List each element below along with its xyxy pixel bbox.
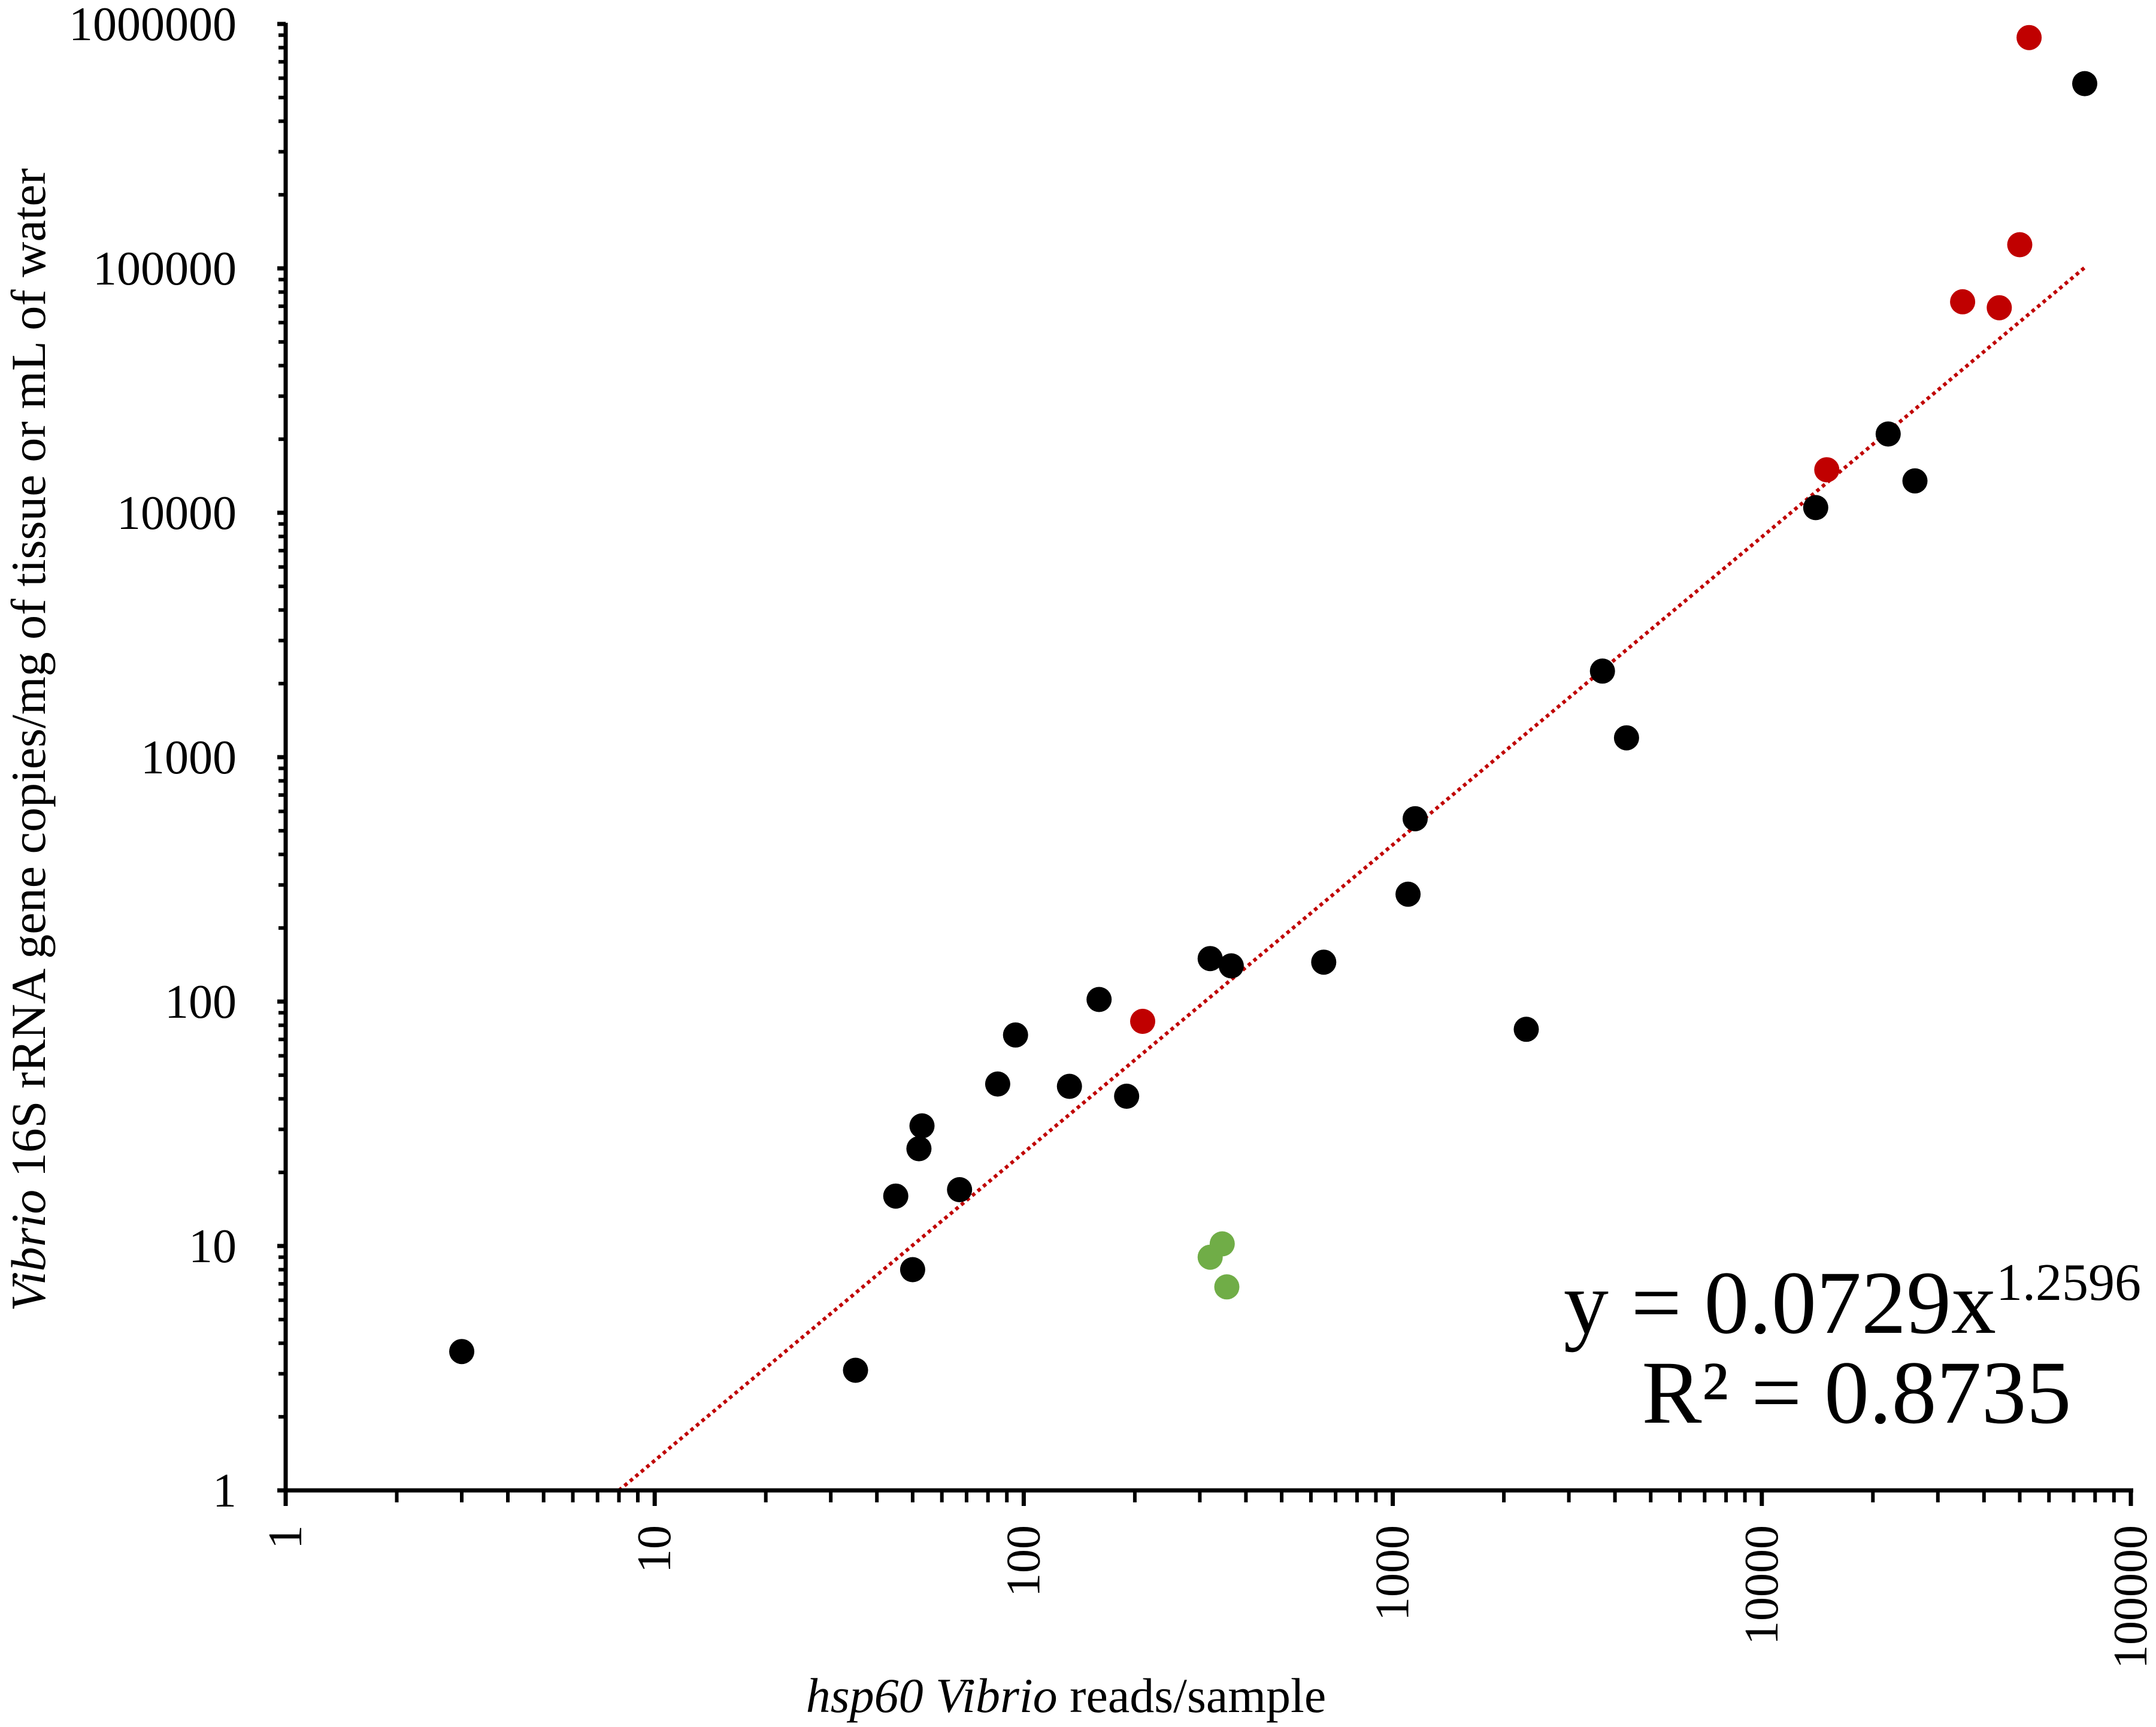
data-point (843, 1357, 868, 1383)
data-point (1056, 1073, 1082, 1099)
y-tick-label: 10 (189, 1220, 237, 1273)
data-point (1513, 1017, 1539, 1042)
data-point (883, 1183, 909, 1209)
data-point (1814, 457, 1840, 483)
data-point (1197, 946, 1223, 972)
data-point (1987, 295, 2012, 320)
data-point (1613, 725, 1639, 751)
data-point (947, 1177, 973, 1202)
data-point (985, 1071, 1010, 1097)
data-point (1214, 1274, 1240, 1300)
tick-labels: 1 10 100 1000 10000 100000 1 10 100 1000 10000 1000… (69, 0, 2156, 1669)
x-axis-title-rest: reads/sample (1058, 1668, 1327, 1723)
y-tick-label: 1000 (141, 731, 237, 784)
y-axis-title: Vibrio 16S rRNA gene copies/mg of tissue… (1, 168, 56, 1311)
x-tick-label: 10 (628, 1525, 681, 1573)
x-tick-label: 100000 (2104, 1525, 2156, 1669)
data-point (1218, 953, 1244, 979)
x-axis-title: hsp60 Vibrio reads/sample (806, 1668, 1326, 1723)
data-point (1311, 949, 1337, 975)
x-axis-title-italic: hsp60 Vibrio (806, 1668, 1058, 1723)
x-tick-label: 10000 (1736, 1525, 1788, 1645)
data-point (2007, 232, 2033, 258)
data-point (1589, 658, 1615, 684)
y-tick-label: 100000 (93, 243, 237, 295)
data-point (1395, 881, 1421, 907)
x-tick-label: 1000 (1367, 1525, 1419, 1621)
data-point (1803, 495, 1828, 521)
trendline (617, 266, 2086, 1492)
trendline-equation: y = 0.0729x1.2596 (1564, 1253, 2141, 1353)
data-point (449, 1339, 474, 1365)
y-tick-label: 100 (165, 976, 237, 1029)
x-tick-label: 1 (259, 1525, 312, 1549)
data-point (2016, 25, 2042, 50)
y-axis-title-italic: Vibrio (1, 1190, 56, 1311)
data-points (449, 25, 2097, 1383)
data-point (900, 1257, 925, 1283)
r-squared-label: R² = 0.8735 (1642, 1343, 2071, 1442)
data-point (909, 1113, 935, 1139)
data-point (1003, 1022, 1028, 1048)
equation-prefix: y = 0.0729x (1564, 1253, 1996, 1353)
data-point (2072, 71, 2097, 96)
data-point (1403, 806, 1428, 831)
y-tick-label: 1000000 (69, 0, 237, 51)
equation-exponent: 1.2596 (1996, 1254, 2141, 1312)
x-tick-label: 100 (997, 1525, 1050, 1597)
y-axis-title-rest: 16S rRNA gene copies/mg of tissue or mL … (1, 168, 56, 1190)
data-point (1086, 987, 1112, 1012)
y-tick-label: 1 (213, 1465, 237, 1517)
data-point (1209, 1231, 1235, 1257)
data-point (906, 1136, 932, 1162)
y-tick-label: 10000 (117, 487, 237, 540)
data-point (1875, 421, 1901, 447)
data-point (1950, 289, 1976, 314)
data-point (1114, 1084, 1140, 1109)
data-point (1902, 468, 1928, 494)
trendline-layer (617, 266, 2086, 1492)
data-point (1130, 1009, 1155, 1034)
